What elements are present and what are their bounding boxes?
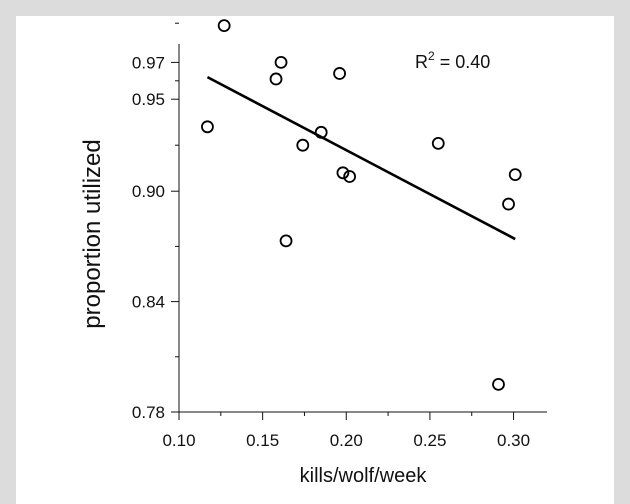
y-tick-label: 0.97 <box>132 53 165 72</box>
data-point <box>279 234 293 248</box>
data-point <box>217 19 231 32</box>
data-point <box>508 168 522 182</box>
x-tick-label: 0.25 <box>413 431 446 450</box>
x-axis-title: kills/wolf/week <box>300 465 428 487</box>
data-point <box>314 125 328 139</box>
x-tick-label: 0.15 <box>246 431 279 450</box>
data-point <box>201 120 214 134</box>
data-point <box>343 170 357 183</box>
data-point <box>336 166 350 180</box>
data-point <box>296 138 310 152</box>
x-tick-label: 0.20 <box>330 431 363 450</box>
y-axis-title: proportion utilized <box>79 139 106 328</box>
data-point <box>431 136 445 150</box>
data-points <box>201 19 522 391</box>
y-axis-ticks: 0.78 0.84 0.90 0.95 0.97 <box>132 22 179 422</box>
scatter-plot: 0.78 0.84 0.90 0.95 0.97 0.10 0.15 0.20 0.25 0.3… <box>79 19 547 487</box>
data-point <box>502 197 515 211</box>
data-point <box>333 67 346 80</box>
y-tick-label: 0.95 <box>132 90 165 109</box>
x-tick-label: 0.30 <box>497 431 530 450</box>
x-tick-label: 0.10 <box>162 431 195 450</box>
regression-line <box>206 75 516 241</box>
x-axis-ticks: 0.10 0.15 0.20 0.25 0.30 <box>162 412 530 450</box>
axes: 0.78 0.84 0.90 0.95 0.97 0.10 0.15 0.20 0.25 0.3… <box>132 22 547 450</box>
y-tick-label: 0.78 <box>132 403 165 422</box>
chart-panel: 0.78 0.84 0.90 0.95 0.97 0.10 0.15 0.20 0.25 0.3… <box>16 16 614 504</box>
data-point <box>492 377 505 391</box>
y-tick-label: 0.90 <box>132 182 165 201</box>
data-point <box>274 56 288 69</box>
y-tick-label: 0.84 <box>132 293 165 312</box>
data-point <box>269 72 283 86</box>
r-squared-annotation: R2 = 0.40 <box>415 49 490 72</box>
